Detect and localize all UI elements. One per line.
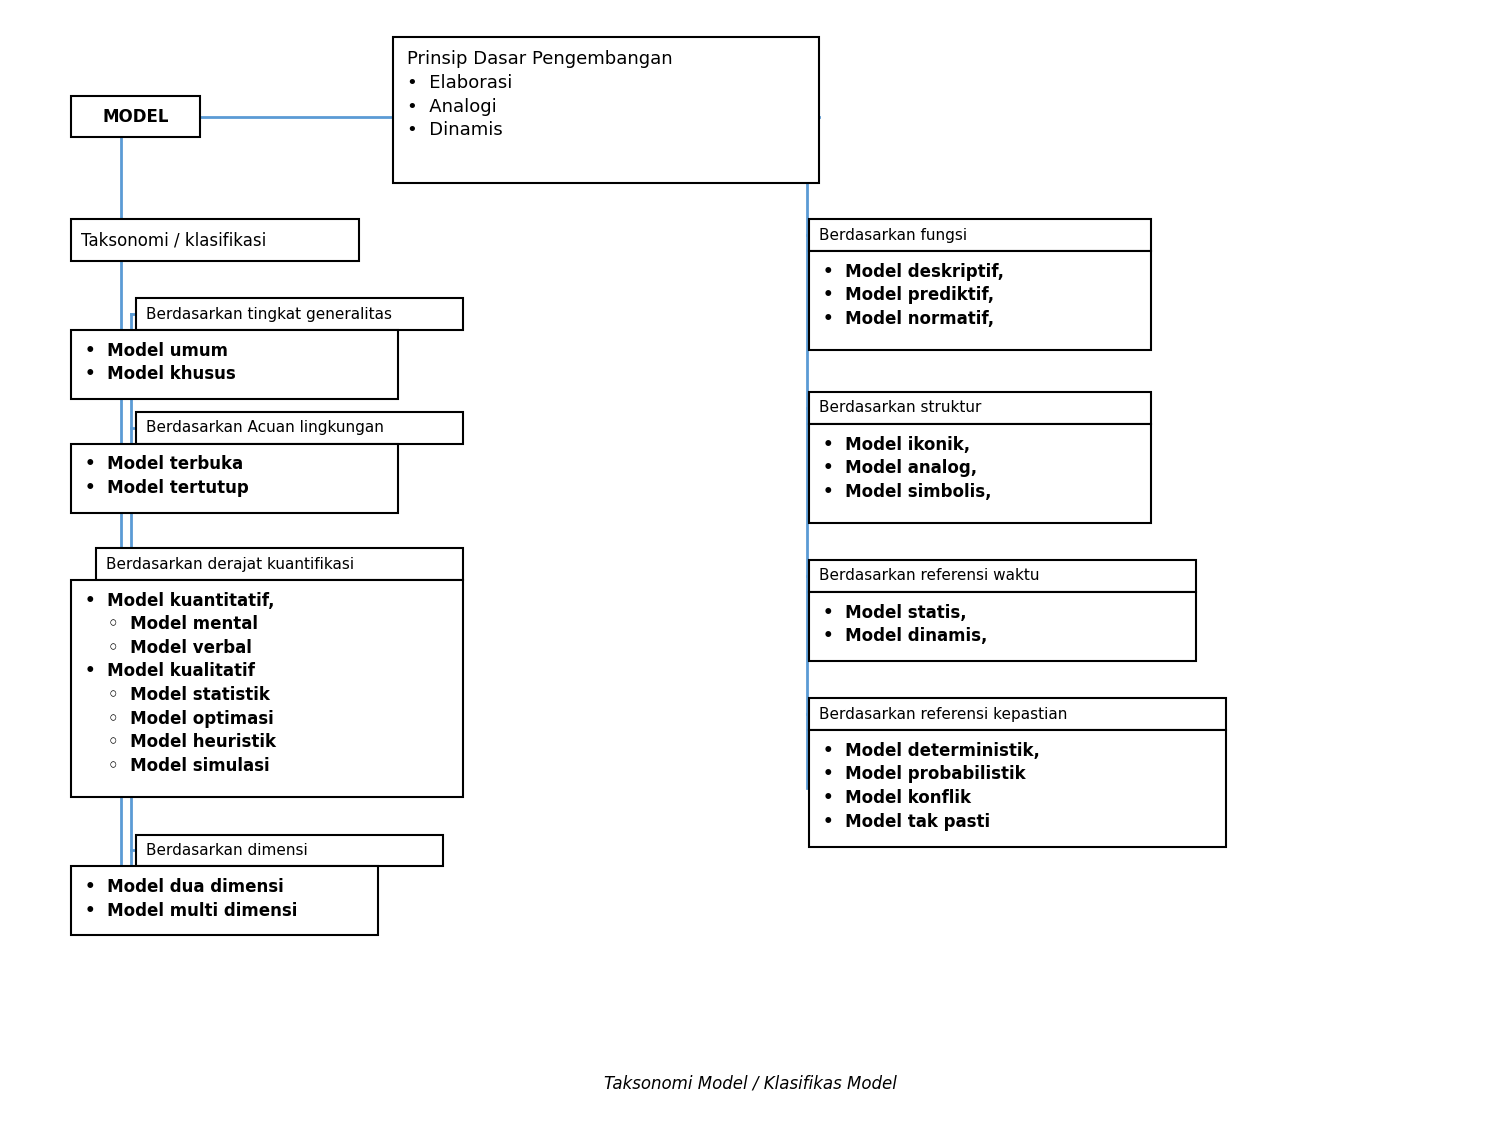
FancyBboxPatch shape <box>72 580 462 798</box>
Text: Berdasarkan dimensi: Berdasarkan dimensi <box>146 843 308 858</box>
Text: •  Model terbuka
•  Model tertutup: • Model terbuka • Model tertutup <box>86 455 249 497</box>
FancyBboxPatch shape <box>810 730 1226 846</box>
Text: MODEL: MODEL <box>102 108 170 126</box>
Text: Taksonomi / klasifikasi: Taksonomi / klasifikasi <box>81 231 267 249</box>
FancyBboxPatch shape <box>810 698 1226 730</box>
Text: •  Model kuantitatif,
    ◦  Model mental
    ◦  Model verbal
•  Model kualitati: • Model kuantitatif, ◦ Model mental ◦ Mo… <box>86 591 276 775</box>
FancyBboxPatch shape <box>135 835 442 867</box>
Text: Berdasarkan fungsi: Berdasarkan fungsi <box>819 228 968 242</box>
Text: Berdasarkan derajat kuantifikasi: Berdasarkan derajat kuantifikasi <box>106 556 354 571</box>
FancyBboxPatch shape <box>810 424 1150 522</box>
FancyBboxPatch shape <box>72 96 200 137</box>
Text: Berdasarkan referensi kepastian: Berdasarkan referensi kepastian <box>819 707 1068 722</box>
Text: •  Model ikonik,
•  Model analog,
•  Model simbolis,: • Model ikonik, • Model analog, • Model … <box>824 435 992 501</box>
Text: Berdasarkan referensi waktu: Berdasarkan referensi waktu <box>819 569 1040 583</box>
Text: Berdasarkan Acuan lingkungan: Berdasarkan Acuan lingkungan <box>146 420 384 435</box>
Text: •  Model dua dimensi
•  Model multi dimensi: • Model dua dimensi • Model multi dimens… <box>86 878 297 920</box>
FancyBboxPatch shape <box>72 220 358 261</box>
FancyBboxPatch shape <box>810 392 1150 424</box>
FancyBboxPatch shape <box>135 412 462 443</box>
FancyBboxPatch shape <box>135 298 462 330</box>
Text: •  Model statis,
•  Model dinamis,: • Model statis, • Model dinamis, <box>824 604 987 645</box>
Text: •  Model deskriptif,
•  Model prediktif,
•  Model normatif,: • Model deskriptif, • Model prediktif, •… <box>824 263 1005 327</box>
Text: Taksonomi Model / Klasifikas Model: Taksonomi Model / Klasifikas Model <box>603 1074 897 1092</box>
FancyBboxPatch shape <box>810 220 1150 250</box>
Text: Berdasarkan tingkat generalitas: Berdasarkan tingkat generalitas <box>146 307 392 322</box>
Text: •  Model deterministik,
•  Model probabilistik
•  Model konflik
•  Model tak pas: • Model deterministik, • Model probabili… <box>824 742 1040 830</box>
FancyBboxPatch shape <box>72 330 399 399</box>
FancyBboxPatch shape <box>810 250 1150 350</box>
FancyBboxPatch shape <box>96 548 462 580</box>
Text: Berdasarkan struktur: Berdasarkan struktur <box>819 400 981 416</box>
FancyBboxPatch shape <box>72 443 399 512</box>
Text: •  Model umum
•  Model khusus: • Model umum • Model khusus <box>86 342 236 383</box>
FancyBboxPatch shape <box>810 591 1196 661</box>
Text: Prinsip Dasar Pengembangan
•  Elaborasi
•  Analogi
•  Dinamis: Prinsip Dasar Pengembangan • Elaborasi •… <box>406 50 674 139</box>
FancyBboxPatch shape <box>393 36 819 182</box>
FancyBboxPatch shape <box>810 560 1196 591</box>
FancyBboxPatch shape <box>72 867 378 936</box>
